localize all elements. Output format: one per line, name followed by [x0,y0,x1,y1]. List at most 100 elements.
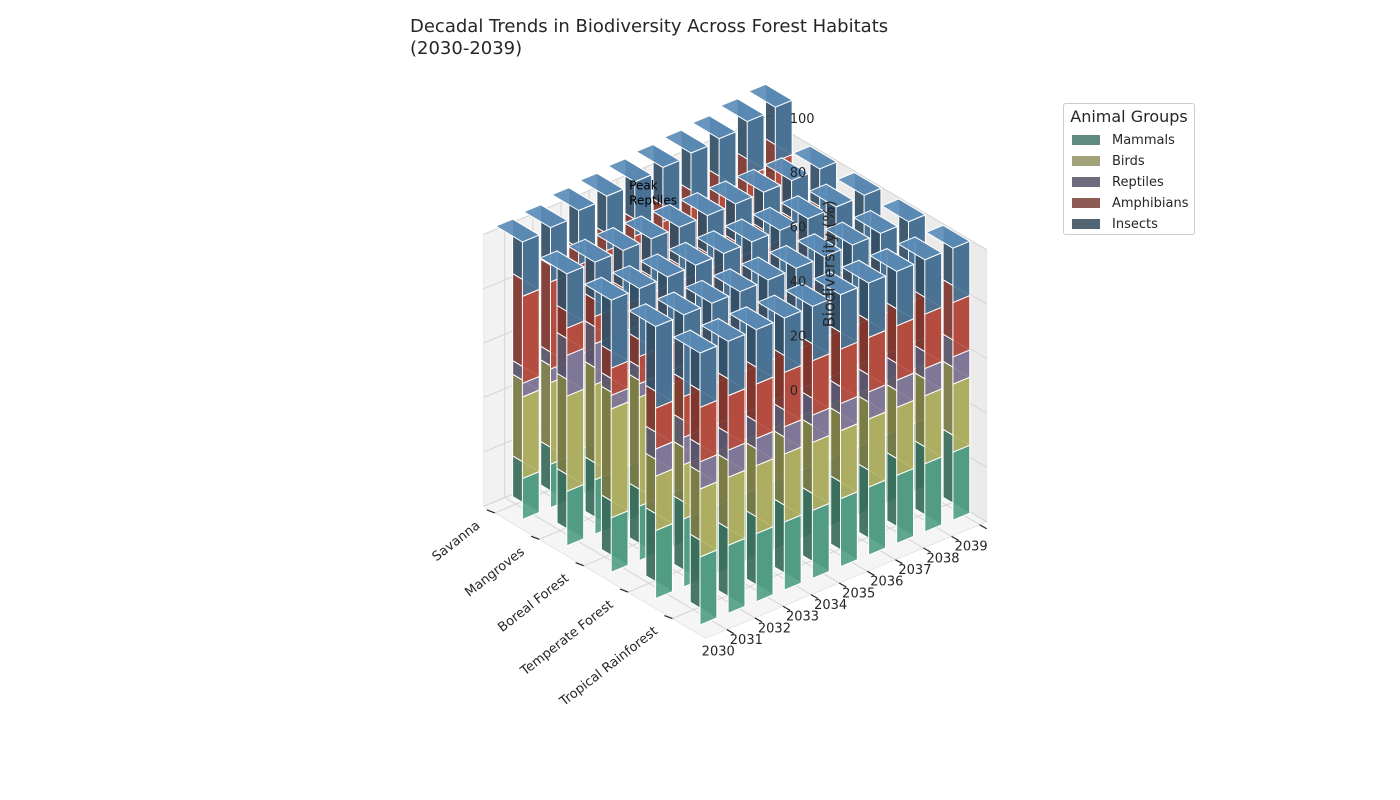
bar-segment [830,325,858,405]
x-tick-mark [866,570,875,576]
bar-segment [663,129,709,209]
legend-label: Insects [1112,216,1158,232]
bar-segment [914,440,943,533]
grid-z-side [764,117,987,251]
bar-segment [858,463,886,556]
bar-segment [717,453,746,547]
legend-title: Animal Groups [1070,107,1188,126]
y-tick-mark [619,588,629,593]
bar-segment [925,224,971,304]
bar-segment [691,114,738,194]
bar-segment [802,486,830,580]
bar-segment [914,372,943,465]
x-tick-label: 2030 [702,645,735,660]
x-tick-mark [726,629,735,635]
bar-segment [747,83,794,163]
bar-segment [868,247,915,327]
y-tick-mark [530,535,540,540]
bar-segment [756,294,803,374]
bar-segment [645,506,673,600]
x-tick-mark [754,617,763,623]
x-tick-mark [923,547,931,553]
legend: Animal Groups Mammals Birds Reptiles Amphib… [1063,103,1195,235]
bar-segment [494,218,541,298]
x-tick-label: 2033 [786,610,819,625]
bar-group [494,83,971,626]
bar-segment [700,317,747,397]
bar-segment [745,441,774,535]
y-tick-label: Boreal Forest [495,571,572,635]
z-tick-label: 100 [790,112,815,127]
bar-segment [556,372,585,493]
annotation-line: Reptiles [629,194,677,208]
legend-swatch [1072,219,1100,229]
x-tick-mark [979,524,987,530]
y-tick-mark [486,509,496,514]
legend-entry: Mammals [1072,131,1175,149]
bar-segment [717,521,746,615]
bar-segment [627,302,674,409]
legend-entry: Amphibians [1072,194,1189,212]
legend-label: Mammals [1112,132,1175,148]
annotation-line: Peak [629,179,658,193]
bar-segment [672,329,718,409]
legend-swatch [1072,177,1100,187]
legend-label: Reptiles [1112,174,1164,190]
legend-label: Birds [1112,153,1145,169]
z-tick-label: 20 [790,329,807,344]
y-tick-label: Mangroves [462,545,527,601]
bar-segment [812,271,859,350]
legend-entry: Reptiles [1072,173,1164,191]
z-tick-label: 80 [790,166,807,181]
y-tick-mark [664,614,673,620]
x-tick-label: 2037 [898,563,931,578]
x-tick-label: 2032 [758,621,791,636]
bar-segment [719,97,766,177]
legend-swatch [1072,135,1100,145]
bar-segment [539,250,585,329]
bar-segment [512,272,540,385]
bar-segment [942,428,971,521]
x-tick-label: 2039 [955,540,988,555]
z-tick-label: 60 [790,221,807,236]
bar-segment [728,305,775,385]
x-tick-label: 2035 [842,586,875,601]
bar-segment [897,236,943,315]
z-axis-label: Biodiversity (%) [820,200,839,327]
bar-segment [840,259,887,339]
z-tick-label: 40 [790,275,807,290]
bar-segment [689,465,718,558]
x-tick-mark [782,605,791,611]
x-tick-mark [951,535,959,541]
chart-title-line-1: Decadal Trends in Biodiversity Across Fo… [410,16,888,37]
x-tick-label: 2031 [730,633,763,648]
x-tick-label: 2036 [870,575,903,590]
y-tick-mark [575,562,584,567]
x-tick-mark [838,582,847,588]
bar-segment [689,533,718,626]
legend-swatch [1072,198,1100,208]
legend-entry: Birds [1072,152,1145,170]
bar-segment [784,282,831,362]
x-tick-mark [895,559,903,565]
legend-label: Amphibians [1112,195,1189,211]
bar-segment [886,383,915,477]
bar-segment [942,360,971,453]
bar-segment [745,509,774,603]
bar-segment [830,475,858,568]
chart-title-line-2: (2030-2039) [410,38,522,59]
legend-swatch [1072,156,1100,166]
bar-segment [600,385,629,519]
y-tick-label: Savanna [430,518,484,564]
bar-segment [886,451,915,545]
bar-segment [583,276,630,369]
x-tick-label: 2038 [926,551,959,566]
z-tick-label: 0 [790,384,798,399]
bar-segment [830,407,858,500]
x-tick-mark [810,594,819,600]
x-tick-label: 2034 [814,598,847,613]
bar-segment [512,373,540,480]
legend-entry: Insects [1072,215,1158,233]
